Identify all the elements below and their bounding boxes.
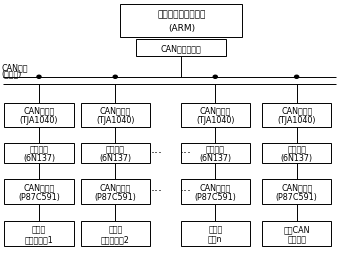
Circle shape [37, 76, 41, 79]
Text: (P87C591): (P87C591) [194, 192, 236, 201]
FancyBboxPatch shape [180, 144, 250, 164]
Text: ···: ··· [180, 147, 192, 160]
Text: 光隔离器: 光隔离器 [206, 145, 225, 154]
Text: (6N137): (6N137) [99, 153, 131, 162]
Text: 传感器: 传感器 [208, 224, 222, 233]
FancyBboxPatch shape [81, 221, 150, 246]
Text: CAN总线: CAN总线 [2, 63, 28, 72]
Text: CAN收发器: CAN收发器 [23, 106, 55, 115]
Text: (TJA1040): (TJA1040) [96, 116, 135, 125]
FancyBboxPatch shape [262, 180, 332, 204]
FancyBboxPatch shape [81, 144, 150, 164]
Text: 其他CAN: 其他CAN [283, 224, 310, 233]
Text: CAN控制器: CAN控制器 [23, 182, 55, 192]
Text: 光隔离器: 光隔离器 [287, 145, 306, 154]
Text: CAN控制器: CAN控制器 [100, 182, 131, 192]
Text: 节点n: 节点n [208, 234, 222, 243]
FancyBboxPatch shape [180, 221, 250, 246]
Text: (双绞线): (双绞线) [2, 69, 22, 78]
Text: (TJA1040): (TJA1040) [196, 116, 235, 125]
FancyBboxPatch shape [136, 40, 226, 56]
Circle shape [113, 76, 117, 79]
Text: CAN控制器: CAN控制器 [200, 182, 231, 192]
Text: (6N137): (6N137) [199, 153, 231, 162]
FancyBboxPatch shape [4, 180, 74, 204]
Text: (TJA1040): (TJA1040) [277, 116, 316, 125]
FancyBboxPatch shape [262, 144, 332, 164]
Text: (6N137): (6N137) [23, 153, 55, 162]
FancyBboxPatch shape [81, 180, 150, 204]
Text: 超声波: 超声波 [32, 224, 46, 233]
Text: ···: ··· [151, 185, 163, 197]
Text: (TJA1040): (TJA1040) [20, 116, 58, 125]
Text: (P87C591): (P87C591) [276, 192, 318, 201]
Text: 传感器节点2: 传感器节点2 [101, 234, 130, 243]
Text: 总线节点: 总线节点 [287, 234, 306, 243]
Text: ···: ··· [151, 147, 163, 160]
FancyBboxPatch shape [120, 5, 242, 38]
FancyBboxPatch shape [4, 221, 74, 246]
Text: (P87C591): (P87C591) [94, 192, 136, 201]
Text: CAN收发器: CAN收发器 [100, 106, 131, 115]
Text: (6N137): (6N137) [281, 153, 313, 162]
FancyBboxPatch shape [81, 104, 150, 128]
Text: CAN收发器: CAN收发器 [281, 106, 312, 115]
Text: 机器人系统控制核心: 机器人系统控制核心 [157, 10, 205, 20]
FancyBboxPatch shape [262, 221, 332, 246]
FancyBboxPatch shape [262, 104, 332, 128]
Circle shape [213, 76, 217, 79]
Text: 传感器节点1: 传感器节点1 [25, 234, 53, 243]
Text: 光隔离器: 光隔离器 [106, 145, 125, 154]
Text: (P87C591): (P87C591) [18, 192, 60, 201]
FancyBboxPatch shape [180, 180, 250, 204]
Text: ···: ··· [180, 185, 192, 197]
Text: 超声波: 超声波 [108, 224, 122, 233]
Text: CAN收发器: CAN收发器 [200, 106, 231, 115]
Circle shape [295, 76, 299, 79]
FancyBboxPatch shape [180, 104, 250, 128]
Text: (ARM): (ARM) [168, 24, 195, 33]
FancyBboxPatch shape [4, 144, 74, 164]
FancyBboxPatch shape [4, 104, 74, 128]
Text: 光隔离器: 光隔离器 [29, 145, 48, 154]
Text: CAN接口适配卡: CAN接口适配卡 [161, 44, 202, 53]
Text: CAN控制器: CAN控制器 [281, 182, 312, 192]
